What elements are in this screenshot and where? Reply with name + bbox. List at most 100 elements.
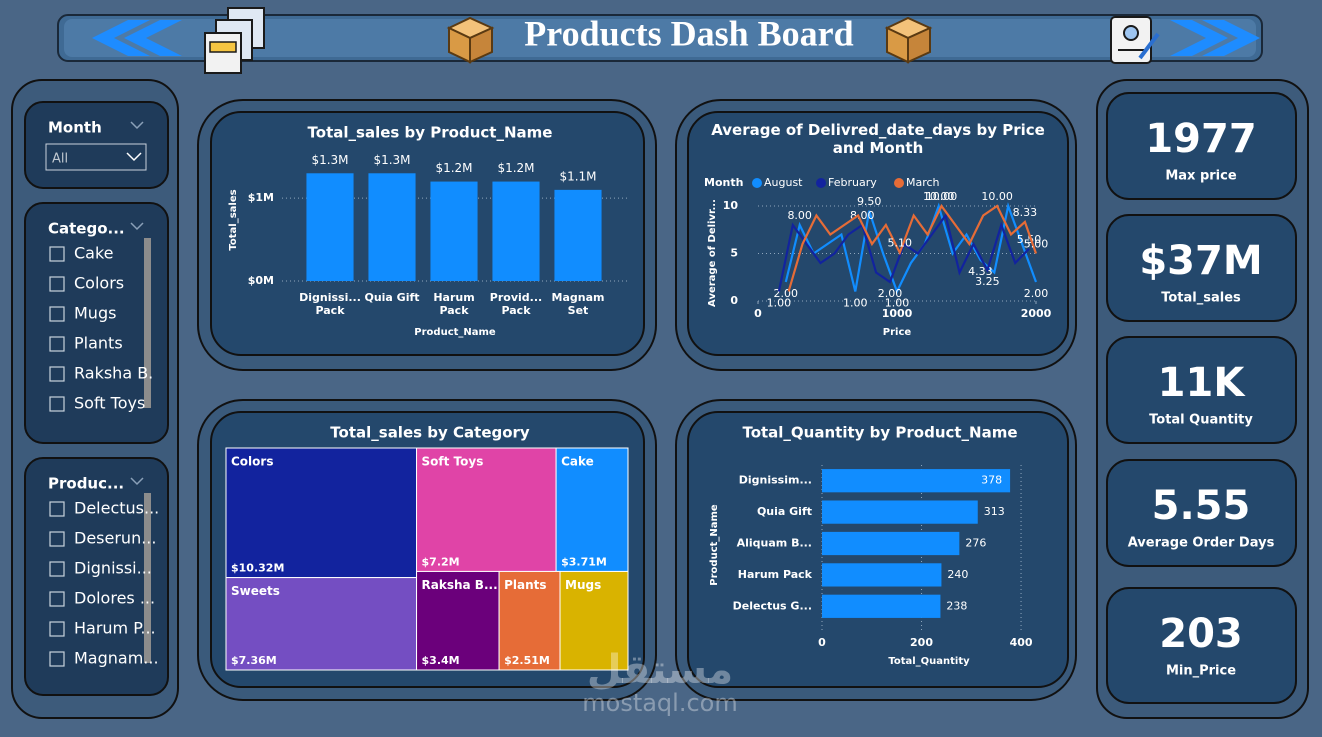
x-tick-label: 2000 [1021, 307, 1052, 320]
data-label: 1.00 [843, 297, 868, 310]
checkbox[interactable] [49, 306, 65, 322]
bar [822, 594, 941, 618]
kpi-value: 203 [1159, 611, 1243, 657]
line-series [787, 203, 1038, 292]
slicer-title: Catego... [48, 220, 125, 238]
bar [368, 173, 416, 281]
y-axis-title: Product_Name [709, 504, 720, 586]
kpi-value: 1977 [1145, 116, 1256, 162]
data-label: $1.3M [373, 153, 410, 167]
slicer-item[interactable]: Deserun... [74, 529, 156, 548]
kpi-card [1106, 92, 1297, 200]
slicer-item[interactable]: Magnam... [74, 649, 159, 668]
checkbox[interactable] [49, 366, 65, 382]
tile-label: Cake [561, 455, 594, 469]
x-tick-label: 200 [910, 636, 933, 649]
slicer-item[interactable]: Cake [74, 244, 114, 263]
checkbox[interactable] [49, 336, 65, 352]
left-chevrons [92, 20, 182, 56]
x-tick-label-box: Quia Gift [364, 291, 419, 304]
y-tick-label: $0M [248, 274, 274, 287]
legend-swatch [816, 178, 826, 188]
data-label: 8.33 [1013, 206, 1038, 219]
data-label: 378 [981, 474, 1002, 487]
treemap-tile [555, 447, 629, 572]
x-tick-label: Dignissi... Pack [299, 291, 361, 318]
watermark-site: mostaql.com [582, 689, 737, 717]
card [687, 111, 1069, 356]
checkbox[interactable] [49, 531, 65, 547]
kpi-label: Total Quantity [1149, 413, 1253, 428]
legend-label: August [764, 176, 803, 189]
data-label: 1.00 [767, 297, 792, 310]
slicer-title: Month [48, 119, 102, 137]
checkbox[interactable] [49, 561, 65, 577]
y-tick-label: Dignissim... [739, 474, 812, 487]
data-label: 8.00 [850, 209, 875, 222]
tile-label: Plants [504, 578, 546, 592]
x-tick-label-box: Provid... Pack [489, 291, 543, 318]
checkbox[interactable] [49, 651, 65, 667]
slicer-item[interactable]: Dolores ... [74, 589, 155, 608]
x-tick-label: 400 [1010, 636, 1033, 649]
kpi-card [1106, 587, 1297, 704]
slicer-item[interactable]: Mugs [74, 304, 116, 323]
dashboard-title: Products Dash Board [524, 13, 853, 53]
tile-label: Mugs [565, 578, 601, 592]
slicer-item[interactable]: Plants [74, 334, 123, 353]
data-label: 238 [946, 599, 967, 612]
bar [492, 181, 540, 281]
slicer-item[interactable]: Delectus... [74, 499, 159, 518]
data-label: 10.00 [923, 190, 955, 203]
checkbox[interactable] [49, 621, 65, 637]
data-label: 313 [984, 505, 1005, 518]
x-tick-label: 0 [818, 636, 826, 649]
data-label: 8.00 [787, 209, 812, 222]
dropdown[interactable] [45, 143, 147, 171]
y-tick-label: Quia Gift [757, 505, 812, 518]
data-label: 9.50 [857, 195, 882, 208]
kpi-card [1106, 336, 1297, 444]
kpi-value: $37M [1139, 238, 1262, 284]
x-tick-label-box: Magnam Set [551, 291, 605, 318]
x-tick-label: Provid... Pack [489, 291, 543, 318]
kpi-card [1106, 214, 1297, 322]
legend-swatch [752, 178, 762, 188]
data-label: $1.1M [559, 169, 596, 183]
data-label: 5.10 [888, 237, 913, 250]
slicer [24, 202, 169, 444]
slicer-item[interactable]: Colors [74, 274, 124, 293]
treemap-tile [225, 577, 418, 671]
tile-value: $7.2M [422, 555, 460, 568]
dropdown-value[interactable]: All [52, 152, 68, 167]
chart-title: Average of Delivred_date_days by Price a… [711, 121, 1045, 157]
card [210, 111, 645, 356]
x-axis-title: Product_Name [414, 327, 496, 338]
y-tick-label: 10 [723, 199, 739, 212]
data-label: 2.00 [878, 287, 903, 300]
treemap-tile [416, 447, 557, 572]
checkbox[interactable] [49, 276, 65, 292]
slicer-item[interactable]: Raksha B. [74, 364, 153, 383]
bar [822, 531, 960, 556]
tile-label: Soft Toys [422, 455, 484, 469]
checkbox[interactable] [49, 246, 65, 262]
slicer-chevron [130, 121, 144, 130]
data-label: 5.50 [1017, 233, 1042, 246]
slicer-item[interactable]: Harum P... [74, 619, 156, 638]
tile-value: $10.32M [231, 562, 284, 575]
chart-title: Total_Quantity by Product_Name [742, 424, 1017, 442]
y-tick-label: Harum Pack [738, 568, 813, 581]
slicer-item[interactable]: Soft Toys [74, 394, 145, 413]
checkbox[interactable] [49, 501, 65, 517]
x-tick-label: Magnam Set [551, 291, 605, 318]
line-series [784, 202, 1038, 295]
slicer-item[interactable]: Dignissi... [74, 559, 152, 578]
checkbox[interactable] [49, 396, 65, 412]
checkbox[interactable] [49, 591, 65, 607]
tile-label: Raksha B... [422, 578, 498, 592]
data-label: $1.2M [435, 161, 472, 175]
slicer-chevron [130, 477, 144, 486]
data-label: 2.00 [1024, 287, 1049, 300]
